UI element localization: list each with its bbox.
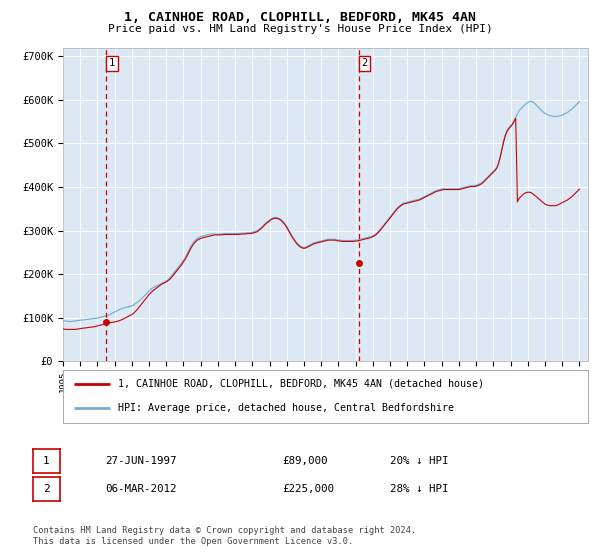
Text: 2: 2 (43, 484, 50, 494)
Text: 1, CAINHOE ROAD, CLOPHILL, BEDFORD, MK45 4AN (detached house): 1, CAINHOE ROAD, CLOPHILL, BEDFORD, MK45… (118, 379, 484, 389)
Text: 1: 1 (43, 456, 50, 466)
Text: 2: 2 (362, 58, 368, 68)
Text: 27-JUN-1997: 27-JUN-1997 (105, 456, 176, 466)
Text: Contains HM Land Registry data © Crown copyright and database right 2024.
This d: Contains HM Land Registry data © Crown c… (33, 526, 416, 546)
Text: Price paid vs. HM Land Registry's House Price Index (HPI): Price paid vs. HM Land Registry's House … (107, 24, 493, 34)
Text: 28% ↓ HPI: 28% ↓ HPI (390, 484, 449, 494)
Text: 20% ↓ HPI: 20% ↓ HPI (390, 456, 449, 466)
Text: £89,000: £89,000 (282, 456, 328, 466)
Text: HPI: Average price, detached house, Central Bedfordshire: HPI: Average price, detached house, Cent… (118, 403, 454, 413)
Text: 06-MAR-2012: 06-MAR-2012 (105, 484, 176, 494)
Text: 1: 1 (109, 58, 115, 68)
Text: £225,000: £225,000 (282, 484, 334, 494)
Text: 1, CAINHOE ROAD, CLOPHILL, BEDFORD, MK45 4AN: 1, CAINHOE ROAD, CLOPHILL, BEDFORD, MK45… (124, 11, 476, 24)
